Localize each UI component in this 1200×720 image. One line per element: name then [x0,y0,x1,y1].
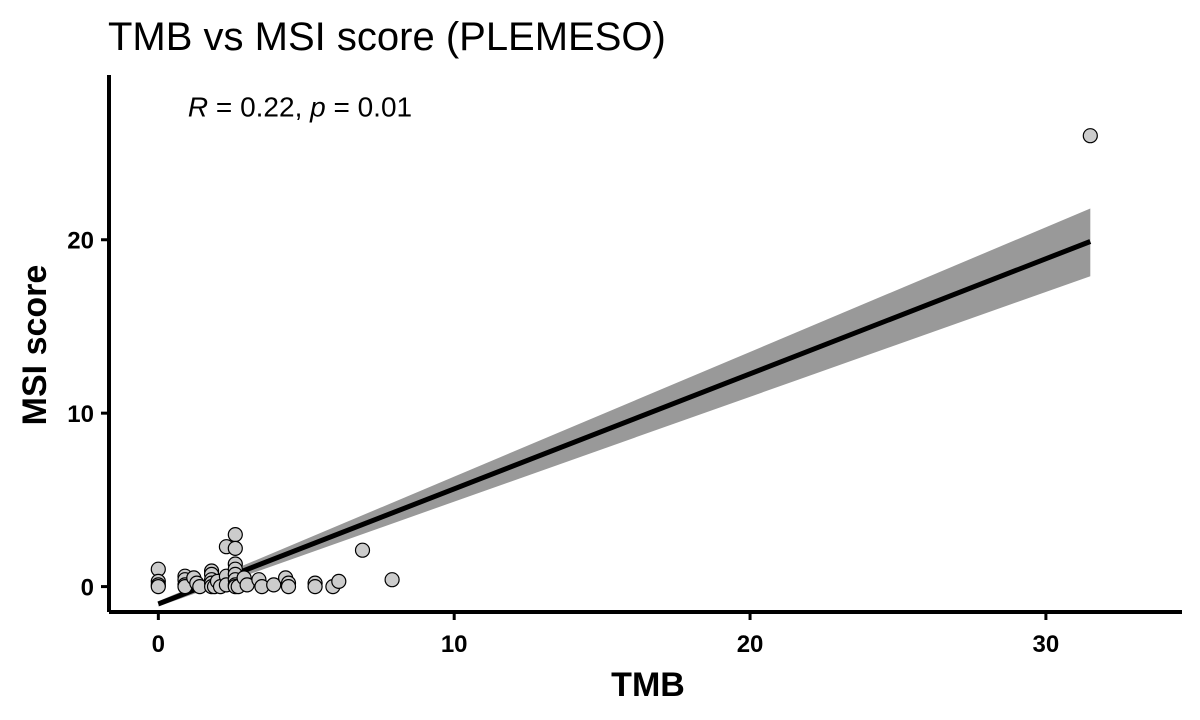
x-tick-label: 10 [441,631,468,658]
x-tick-label: 0 [152,631,165,658]
data-point [150,578,166,595]
data-point [307,578,323,595]
annotation-p-symbol: p [309,92,326,123]
x-axis-title: TMB [611,666,685,704]
data-point [227,526,243,543]
x-tick-label: 30 [1033,631,1060,658]
regression-line-layer [157,239,1092,607]
x-axis-ticks: 0 10 20 30 [152,612,1060,658]
annotation-r-symbol: R [188,92,208,123]
data-point [354,542,371,558]
y-axis-title: MSI score [16,265,54,426]
data-point [280,578,297,595]
data-points-layer [150,128,1098,595]
data-point [266,577,282,593]
chart-title: TMB vs MSI score (PLEMESO) [108,15,666,59]
y-tick-label: 0 [81,575,94,602]
annotation-p-value: = 0.01 [326,92,412,123]
data-point [1082,128,1098,144]
annotation-r-value: = 0.22, [208,92,310,123]
y-axis-ticks: 0 10 20 [67,228,109,602]
data-point [384,572,400,588]
correlation-annotation: R = 0.22, p = 0.01 [188,92,412,123]
y-tick-label: 10 [67,401,94,428]
regression-line [157,239,1092,607]
confidence-band [158,208,1091,607]
data-point [331,573,347,590]
data-point [227,540,243,557]
y-tick-label: 20 [67,228,94,255]
confidence-band-layer [158,208,1091,607]
x-tick-label: 20 [737,631,764,658]
